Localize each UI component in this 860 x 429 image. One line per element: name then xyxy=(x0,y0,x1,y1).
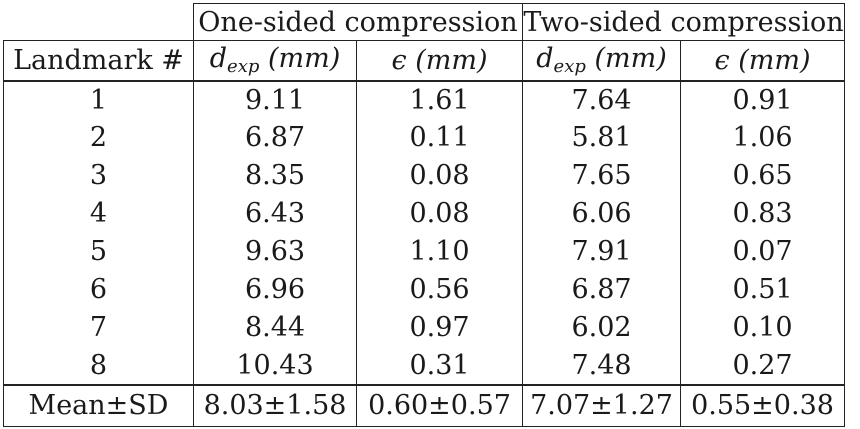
group-header-one-sided: One-sided compression xyxy=(193,3,523,41)
landmark-cell: 1 xyxy=(3,80,194,119)
two-sided-dexp-summary: 7.07±1.27 xyxy=(522,383,681,427)
two-sided-eps-cell: 0.07 xyxy=(680,232,845,271)
two-sided-eps-header: ϵ (mm) xyxy=(680,40,845,82)
group-header-two-sided: Two-sided compression xyxy=(522,3,845,41)
corner-cell xyxy=(3,3,194,41)
one-sided-eps-cell: 1.10 xyxy=(356,232,523,271)
one-sided-eps-cell: 0.08 xyxy=(356,194,523,233)
landmark-cell: 8 xyxy=(3,346,194,385)
two-sided-eps-cell: 0.27 xyxy=(680,346,845,385)
one-sided-eps-summary: 0.60±0.57 xyxy=(356,383,523,427)
one-sided-dexp-cell: 8.44 xyxy=(193,308,357,347)
one-sided-eps-cell: 0.08 xyxy=(356,156,523,195)
two-sided-eps-cell: 0.83 xyxy=(680,194,845,233)
epsilon-unit: (mm) xyxy=(738,44,811,76)
two-sided-dexp-cell: 7.91 xyxy=(522,232,681,271)
one-sided-dexp-cell: 10.43 xyxy=(193,346,357,385)
table-row: 5 9.63 1.10 7.91 0.07 xyxy=(3,232,845,271)
group-header-row: One-sided compression Two-sided compress… xyxy=(3,3,845,41)
landmark-header: Landmark # xyxy=(3,40,194,82)
two-sided-dexp-cell: 7.64 xyxy=(522,80,681,119)
summary-label: Mean±SD xyxy=(3,383,194,427)
dexp-unit: (mm) xyxy=(267,42,341,74)
two-sided-dexp-cell: 5.81 xyxy=(522,118,681,157)
dexp-subscript: exp xyxy=(553,55,586,77)
table-row: 2 6.87 0.11 5.81 1.06 xyxy=(3,118,845,157)
column-header-row: Landmark # dexp (mm) ϵ (mm) dexp (mm) ϵ … xyxy=(3,40,845,82)
one-sided-dexp-header: dexp (mm) xyxy=(193,40,357,82)
landmark-cell: 3 xyxy=(3,156,194,195)
two-sided-eps-cell: 1.06 xyxy=(680,118,845,157)
landmark-cell: 2 xyxy=(3,118,194,157)
dexp-symbol: d xyxy=(536,42,554,74)
two-sided-eps-cell: 0.65 xyxy=(680,156,845,195)
epsilon-symbol: ϵ xyxy=(714,44,730,76)
one-sided-dexp-cell: 6.96 xyxy=(193,270,357,309)
one-sided-dexp-summary: 8.03±1.58 xyxy=(193,383,357,427)
one-sided-eps-cell: 0.11 xyxy=(356,118,523,157)
dexp-subscript: exp xyxy=(227,55,260,77)
table-row: 7 8.44 0.97 6.02 0.10 xyxy=(3,308,845,347)
two-sided-eps-cell: 0.91 xyxy=(680,80,845,119)
two-sided-dexp-cell: 6.06 xyxy=(522,194,681,233)
one-sided-eps-header: ϵ (mm) xyxy=(356,40,523,82)
two-sided-dexp-cell: 7.48 xyxy=(522,346,681,385)
one-sided-eps-cell: 1.61 xyxy=(356,80,523,119)
dexp-unit: (mm) xyxy=(594,42,667,74)
two-sided-dexp-cell: 7.65 xyxy=(522,156,681,195)
summary-row: Mean±SD 8.03±1.58 0.60±0.57 7.07±1.27 0.… xyxy=(3,383,845,427)
one-sided-dexp-cell: 9.63 xyxy=(193,232,357,271)
table-row: 8 10.43 0.31 7.48 0.27 xyxy=(3,346,845,385)
landmark-cell: 6 xyxy=(3,270,194,309)
two-sided-dexp-header: dexp (mm) xyxy=(522,40,681,82)
two-sided-dexp-cell: 6.02 xyxy=(522,308,681,347)
landmark-cell: 4 xyxy=(3,194,194,233)
two-sided-eps-summary: 0.55±0.38 xyxy=(680,383,845,427)
one-sided-eps-cell: 0.97 xyxy=(356,308,523,347)
one-sided-eps-cell: 0.31 xyxy=(356,346,523,385)
two-sided-dexp-cell: 6.87 xyxy=(522,270,681,309)
epsilon-symbol: ϵ xyxy=(391,44,407,76)
two-sided-eps-cell: 0.51 xyxy=(680,270,845,309)
epsilon-unit: (mm) xyxy=(415,44,488,76)
results-table: One-sided compression Two-sided compress… xyxy=(3,3,845,427)
landmark-cell: 5 xyxy=(3,232,194,271)
table-row: 4 6.43 0.08 6.06 0.83 xyxy=(3,194,845,233)
table-row: 3 8.35 0.08 7.65 0.65 xyxy=(3,156,845,195)
landmark-cell: 7 xyxy=(3,308,194,347)
dexp-symbol: d xyxy=(209,42,228,74)
one-sided-dexp-cell: 6.43 xyxy=(193,194,357,233)
one-sided-dexp-cell: 6.87 xyxy=(193,118,357,157)
one-sided-dexp-cell: 9.11 xyxy=(193,80,357,119)
table-row: 6 6.96 0.56 6.87 0.51 xyxy=(3,270,845,309)
one-sided-dexp-cell: 8.35 xyxy=(193,156,357,195)
table-row: 1 9.11 1.61 7.64 0.91 xyxy=(3,80,845,119)
two-sided-eps-cell: 0.10 xyxy=(680,308,845,347)
one-sided-eps-cell: 0.56 xyxy=(356,270,523,309)
